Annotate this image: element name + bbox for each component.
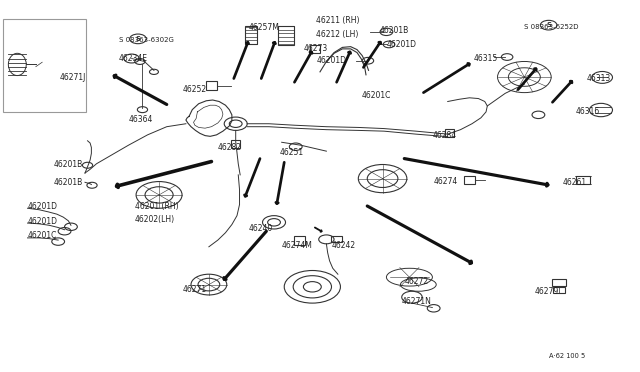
Bar [310, 45, 320, 52]
Text: 46257M: 46257M [248, 23, 279, 32]
Text: 46211 (RH): 46211 (RH) [316, 16, 360, 25]
Text: S 08363-6252D: S 08363-6252D [524, 24, 579, 30]
Text: 46234E: 46234E [118, 54, 147, 62]
Text: 46282: 46282 [218, 142, 242, 151]
Bar [278, 26, 294, 45]
Text: 46201C: 46201C [28, 231, 57, 240]
Text: 46272: 46272 [404, 277, 428, 286]
Text: 46364: 46364 [129, 115, 153, 124]
Bar [206, 81, 216, 90]
Bar [332, 236, 342, 242]
Bar [553, 287, 564, 293]
Text: 46212 (LH): 46212 (LH) [316, 29, 358, 39]
Text: 46274M: 46274M [282, 241, 312, 250]
Bar [244, 26, 257, 44]
Text: 46201B: 46201B [54, 160, 83, 169]
Text: 46284: 46284 [433, 131, 456, 140]
Bar [294, 235, 305, 244]
Text: 46271N: 46271N [402, 297, 431, 306]
Text: 46261: 46261 [563, 178, 587, 187]
Text: 46274: 46274 [434, 177, 458, 186]
Bar [231, 140, 240, 148]
Text: 46201B: 46201B [380, 26, 409, 35]
Bar [465, 176, 474, 184]
Text: 46201B: 46201B [54, 178, 83, 187]
Bar [576, 176, 590, 184]
Text: S 08363-6302G: S 08363-6302G [119, 36, 173, 43]
Text: 46279: 46279 [534, 287, 559, 296]
Text: 46201D: 46201D [28, 202, 58, 211]
Text: 46201D: 46201D [28, 217, 58, 226]
Text: S: S [136, 36, 141, 42]
Text: 46201 (RH): 46201 (RH) [135, 202, 179, 211]
Text: A·62 100 5: A·62 100 5 [548, 353, 585, 359]
Text: 46201D: 46201D [387, 40, 417, 49]
Text: S: S [546, 22, 551, 28]
Text: 46252: 46252 [182, 85, 207, 94]
Text: 46251: 46251 [279, 148, 303, 157]
Text: 46242: 46242 [332, 241, 356, 250]
Bar [3, 19, 86, 112]
Text: 46316: 46316 [575, 108, 600, 116]
Text: 46273: 46273 [303, 44, 328, 52]
Text: 46271: 46271 [182, 285, 207, 294]
Text: 46271J: 46271J [60, 73, 86, 82]
Text: 46201D: 46201D [316, 56, 346, 65]
Text: 46201C: 46201C [362, 91, 391, 100]
Text: 46313: 46313 [587, 74, 611, 83]
Bar [445, 129, 454, 137]
Bar [552, 279, 566, 286]
Text: 46240: 46240 [248, 224, 273, 234]
Text: 46315: 46315 [473, 54, 497, 62]
Text: 46202(LH): 46202(LH) [135, 215, 175, 224]
